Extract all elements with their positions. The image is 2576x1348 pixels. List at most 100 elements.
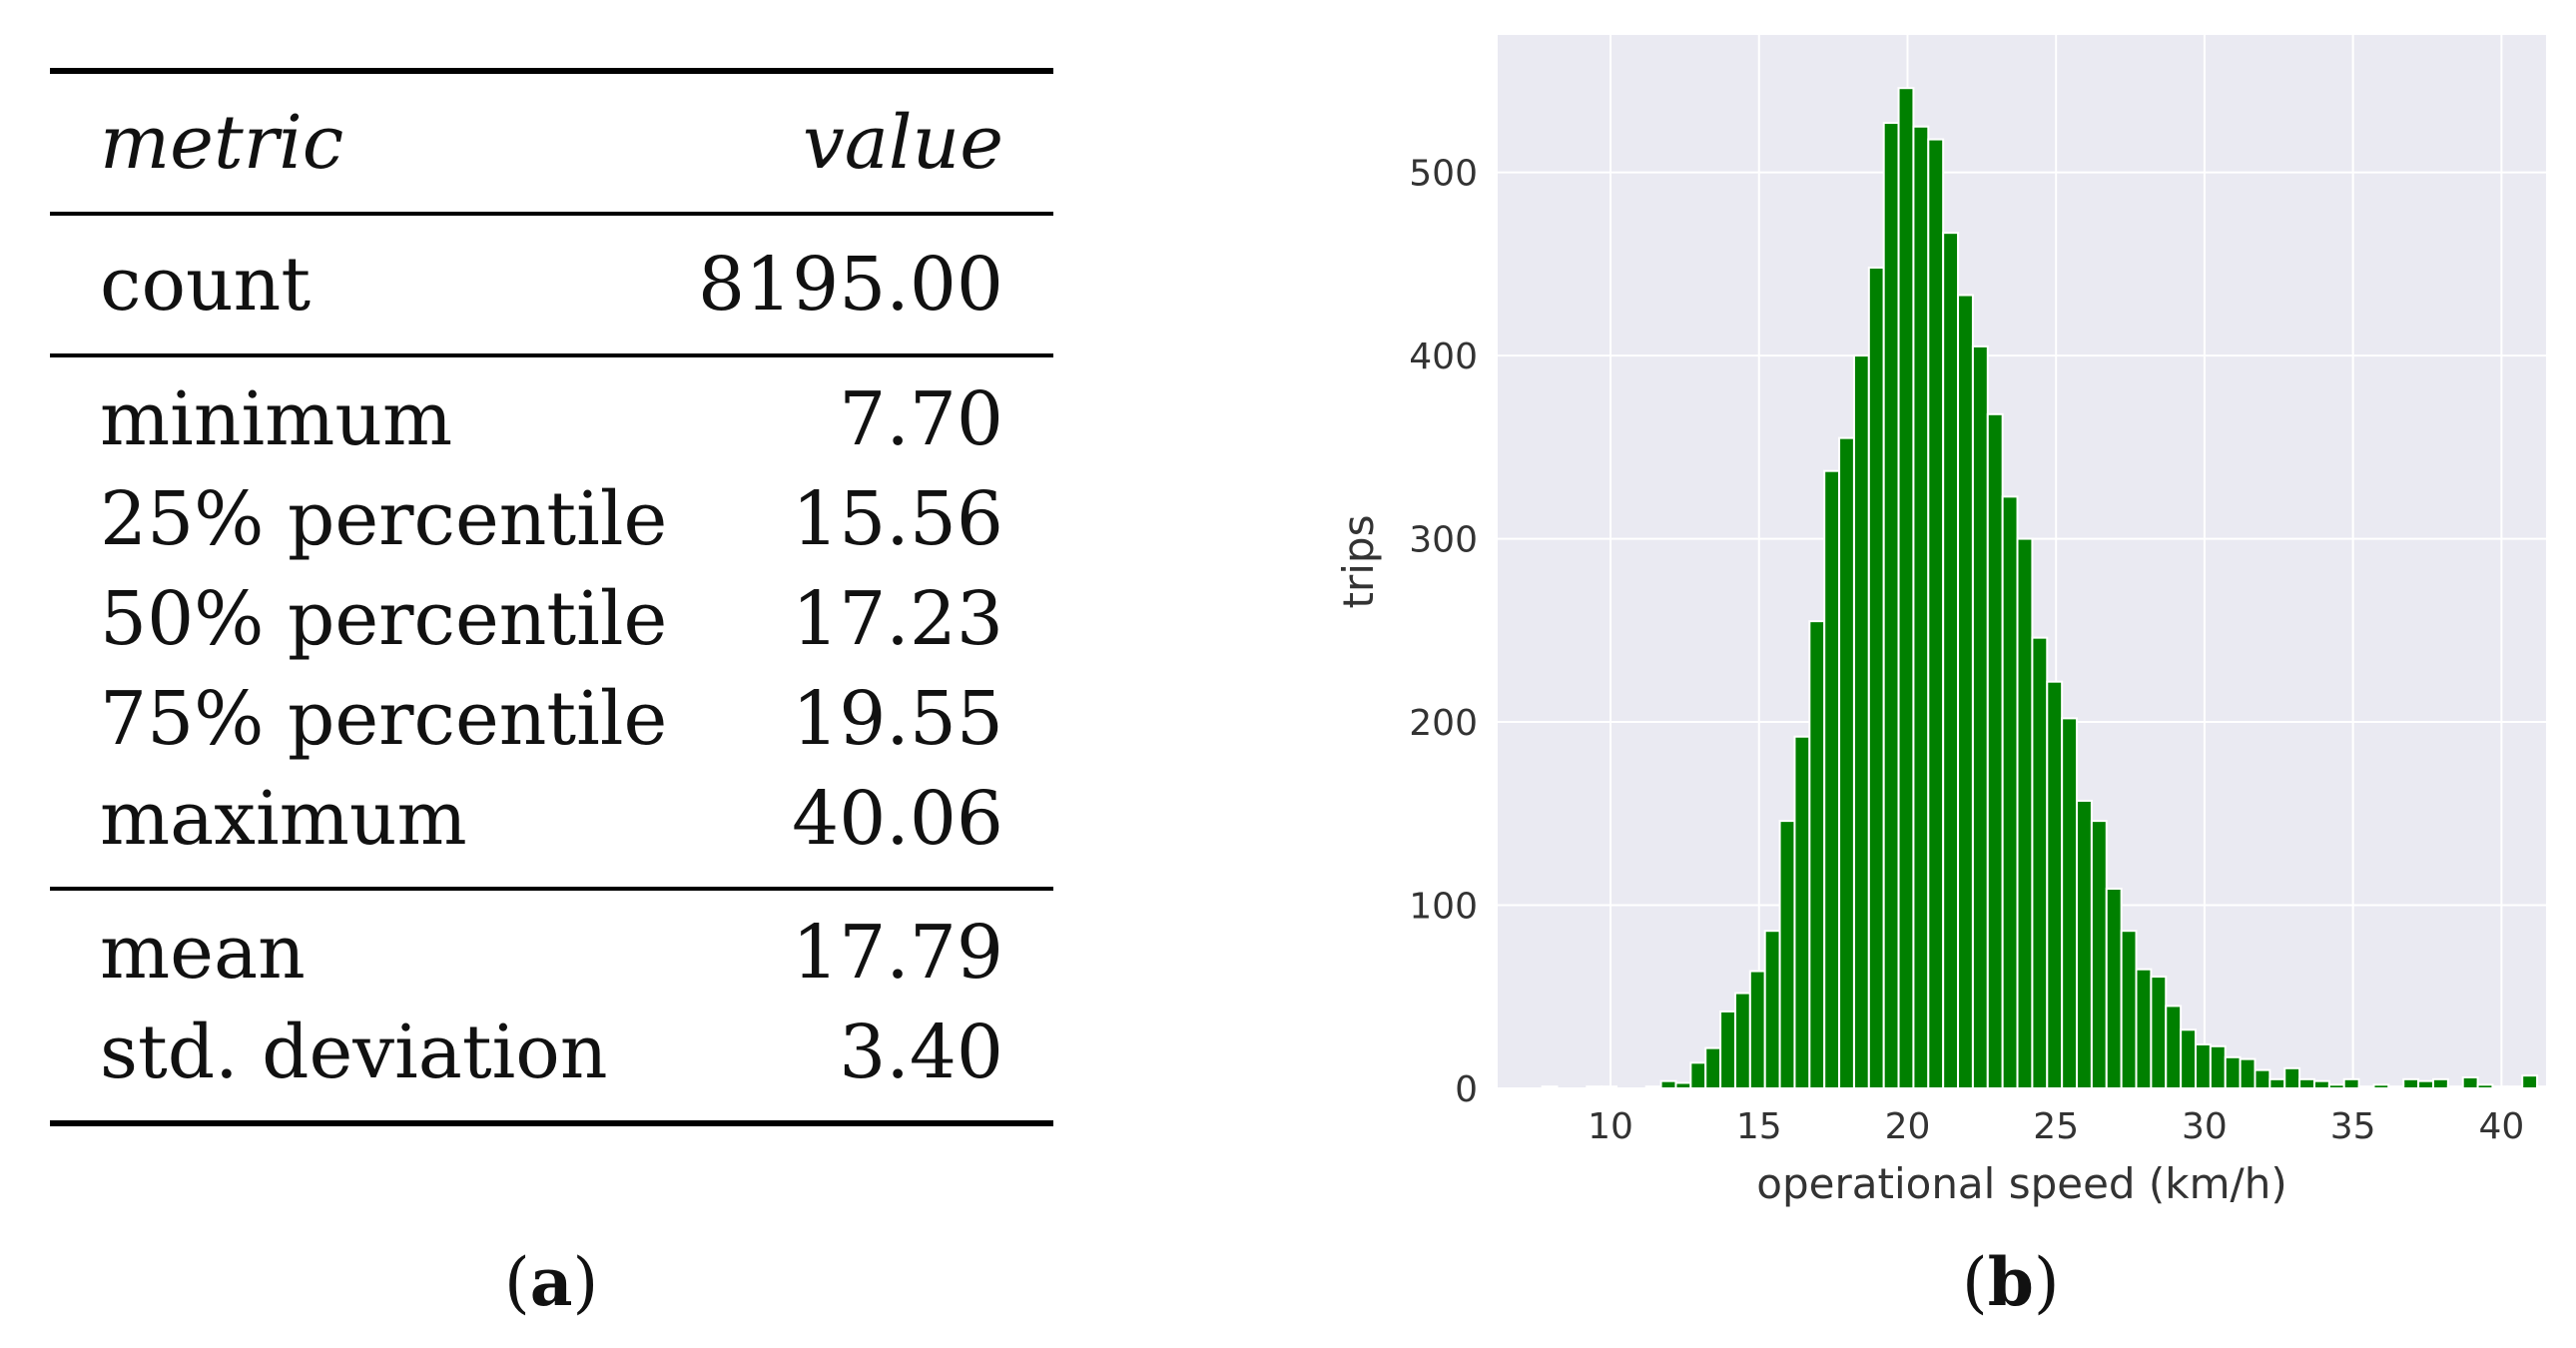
histogram-bar [2506,1085,2524,1089]
header-value: value [802,100,1003,186]
histogram-bar [2224,1055,2242,1090]
caption-a-open: ( [504,1244,530,1321]
header-rule [50,212,1053,216]
bottom-rule [50,1120,1053,1126]
row-value: 40.06 [792,776,1003,862]
histogram-bar [2120,930,2138,1089]
histogram-bar [2254,1068,2271,1090]
histogram-bar [2165,1005,2183,1089]
caption-b-open: ( [1962,1244,1988,1321]
x-tick-label: 35 [2330,1106,2376,1147]
histogram-bar [2076,799,2093,1090]
table-row: 50% percentile 17.23 [50,569,1053,669]
histogram-bar [2446,1085,2464,1089]
x-tick-label: 20 [1885,1106,1931,1147]
histogram-bar [1586,1085,1604,1089]
count-value: 8195.00 [697,242,1003,328]
histogram-bar [2521,1074,2539,1089]
row-value: 17.23 [792,576,1003,662]
histogram-bar [2090,820,2108,1090]
row-value: 15.56 [792,476,1003,562]
histogram-bar [2312,1079,2330,1090]
histogram-bar [2195,1042,2212,1089]
count-rule [50,353,1053,357]
x-tick-label: 15 [1736,1106,1782,1147]
histogram-bars [1541,87,2553,1090]
histogram-bar [2180,1028,2198,1090]
caption-a-letter: a [529,1243,573,1321]
row-value: 19.55 [792,676,1003,762]
histogram-bar [2431,1077,2449,1089]
y-tick-label: 100 [1409,887,1478,928]
table-row: minimum 7.70 [50,369,1053,469]
table-row: 75% percentile 19.55 [50,669,1053,769]
x-axis-label: operational speed (km/h) [1756,1159,2286,1208]
histogram-bar [2342,1077,2360,1089]
table-row: std. deviation 3.40 [50,1003,1053,1102]
row-label: maximum [100,776,467,862]
histogram-bar [2105,888,2123,1089]
histogram-bar [2491,1085,2509,1089]
count-row: count 8195.00 [50,216,1053,353]
row-label: 50% percentile [100,576,668,662]
row-value: 17.79 [792,910,1003,996]
histogram-bar [2150,976,2168,1089]
histogram-bar [2387,1085,2405,1089]
histogram-bar [1719,1010,1736,1090]
histogram-bar [2001,495,2019,1089]
histogram-bar [2536,1085,2553,1089]
table-row: 25% percentile 15.56 [50,469,1053,569]
histogram-bar [1838,436,1855,1089]
histogram-bar [1704,1046,1722,1089]
histogram-bar [2417,1079,2434,1090]
histogram-bar [1659,1079,1677,1090]
histogram-bar [1674,1081,1692,1089]
histogram-bar [1644,1085,1662,1089]
histogram-bar [1763,930,1781,1089]
x-tick-label: 40 [2478,1106,2524,1147]
histogram-bar [1897,87,1915,1090]
row-label: 25% percentile [100,476,668,562]
histogram-bar [2298,1077,2315,1089]
row-label: mean [100,910,306,996]
x-tick-label: 30 [2182,1106,2228,1147]
x-tick-label: 25 [2033,1106,2079,1147]
histogram-bar [2283,1066,2301,1089]
count-label: count [100,242,312,328]
histogram-bar [2268,1077,2286,1089]
moments-group: mean 17.79 std. deviation 3.40 [50,891,1053,1120]
histogram-bar [1601,1085,1617,1089]
histogram-bar [1986,412,2004,1089]
y-tick-label: 300 [1409,520,1478,561]
table-row: maximum 40.06 [50,769,1053,869]
top-rule [50,68,1053,74]
histogram-bar [2016,537,2034,1089]
x-tick-label: 10 [1588,1106,1633,1147]
histogram-bar [1689,1061,1707,1089]
caption-b-letter: b [1987,1243,2034,1321]
y-tick-label: 500 [1409,154,1478,195]
histogram-bar [1541,1085,1559,1089]
row-value: 7.70 [839,376,1003,462]
histogram-bar [2046,680,2064,1090]
histogram-bar [2327,1083,2345,1090]
histogram-bar [2357,1085,2375,1089]
histogram-bar [1867,267,1885,1089]
histogram-bar [1748,970,1766,1089]
y-axis-label: trips [1334,515,1383,609]
row-label: std. deviation [100,1010,608,1095]
histogram-bar [2402,1077,2420,1089]
row-label: minimum [100,376,453,462]
caption-b-close: ) [2033,1244,2060,1321]
histogram-bar [2461,1075,2479,1090]
row-value: 3.40 [839,1010,1003,1095]
table-row: mean 17.79 [50,903,1053,1003]
histogram-bar [1927,138,1945,1090]
caption-b: (b) [1962,1243,2060,1321]
y-tick-label: 0 [1455,1069,1478,1110]
histogram-bar [2061,717,2079,1089]
y-tick-label: 200 [1409,703,1478,744]
histogram-bar [2239,1057,2256,1089]
